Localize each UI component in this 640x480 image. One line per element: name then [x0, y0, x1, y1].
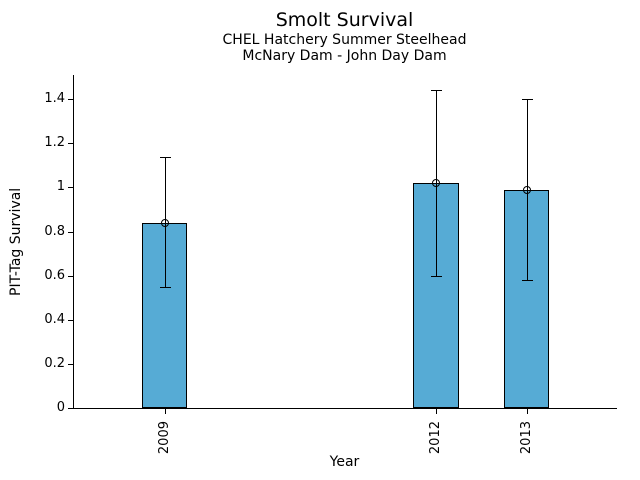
y-tick-label-0.8: 0.8 [44, 223, 65, 239]
point-marker-2013 [522, 185, 531, 194]
y-tick-label-0.6: 0.6 [44, 267, 65, 283]
chart-header: Smolt Survival CHEL Hatchery Summer Stee… [73, 9, 616, 64]
x-axis-title: Year [329, 454, 360, 470]
x-tick-2009 [164, 409, 166, 414]
y-tick-label-0: 0 [56, 400, 65, 415]
errorbar-cap-bottom-2013 [521, 280, 533, 282]
x-tick-label-2012: 2012 [428, 421, 443, 455]
y-tick-label-1: 1 [56, 179, 65, 195]
y-tick-0.6 [68, 275, 73, 277]
chart-subtitle-line1: CHEL Hatchery Summer Steelhead [222, 32, 467, 48]
x-tick-2013 [526, 409, 528, 414]
chart-subtitle-line2: McNary Dam - John Day Dam [242, 48, 447, 64]
y-tick-label-1.2: 1.2 [44, 135, 65, 151]
y-tick-0.4 [68, 319, 73, 321]
y-tick-1.2 [68, 143, 73, 145]
errorbar-cap-bottom-2012 [431, 275, 442, 277]
errorbar-cap-top-2009 [159, 156, 171, 158]
y-tick-label-1.4: 1.4 [44, 91, 65, 107]
errorbar-cap-bottom-2009 [159, 286, 171, 288]
x-tick-label-2013: 2013 [518, 421, 534, 455]
y-tick-label-0.2: 0.2 [44, 355, 65, 371]
plot-area: 0 0.2 0.4 0.6 0.8 1 1.2 1.4 2009 2012 2013 [44, 75, 617, 454]
y-tick-0.2 [68, 363, 73, 365]
y-tick-0 [68, 408, 73, 409]
point-marker-2012 [432, 179, 440, 188]
chart-title: Smolt Survival [275, 9, 414, 31]
x-tick-2012 [436, 409, 437, 414]
x-tick-label-2009: 2009 [156, 421, 172, 455]
y-tick-1.4 [68, 99, 73, 101]
y-axis-title: PIT-Tag Survival [8, 187, 24, 296]
y-tick-0.8 [68, 231, 73, 233]
y-tick-1 [68, 187, 73, 189]
errorbar-cap-top-2012 [431, 90, 442, 92]
point-marker-2009 [160, 218, 169, 227]
errorbar-cap-top-2013 [521, 99, 533, 101]
y-tick-label-0.4: 0.4 [44, 311, 65, 327]
